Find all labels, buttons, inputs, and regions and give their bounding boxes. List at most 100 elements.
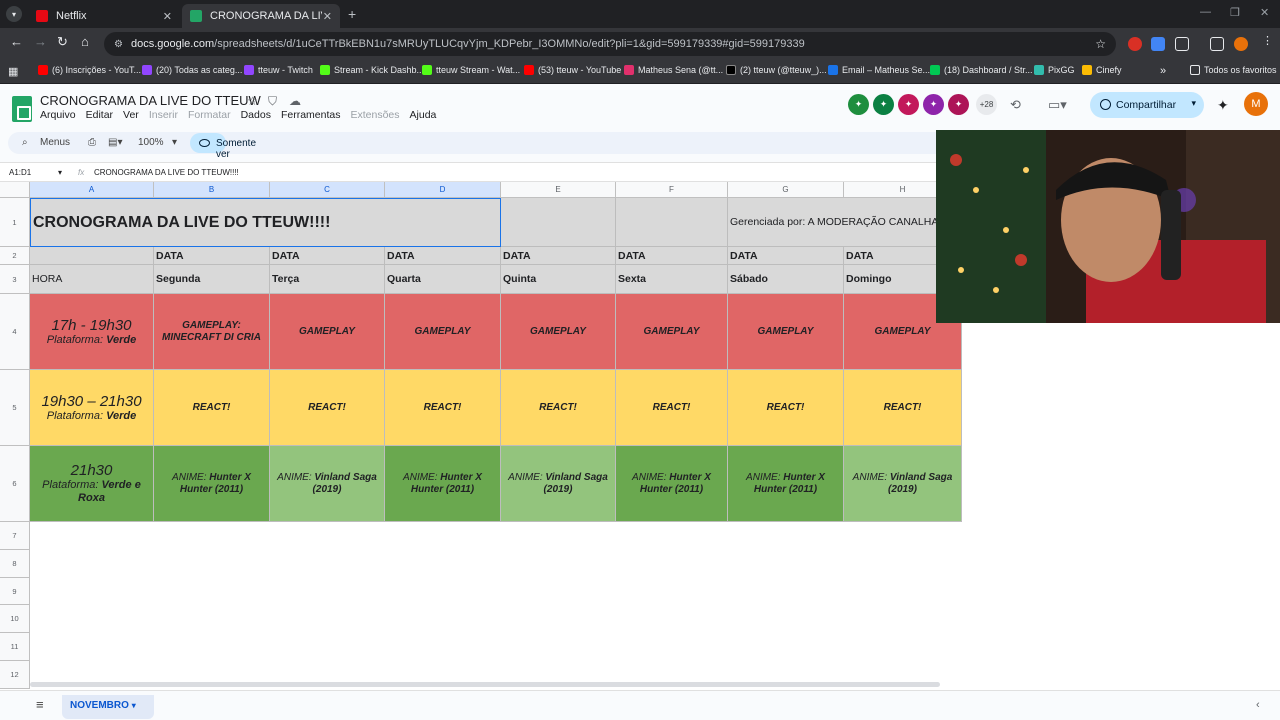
zoom-select[interactable]: 100% — [138, 137, 164, 148]
schedule-cell[interactable]: GAMEPLAY: MINECRAFT DI CRIA — [154, 294, 270, 370]
bookmark-item[interactable]: Email – Matheus Se... — [828, 65, 930, 75]
document-title[interactable]: CRONOGRAMA DA LIVE DO TTEUW — [40, 93, 261, 108]
new-tab-button[interactable]: + — [348, 6, 357, 22]
bookmark-item[interactable]: (53) tteuw - YouTube — [524, 65, 621, 75]
paint-format-icon[interactable]: ▤▾ — [108, 137, 123, 148]
row-header[interactable]: 3 — [0, 265, 30, 294]
sheets-logo-icon[interactable] — [12, 96, 32, 122]
chevron-down-icon[interactable]: ▾ — [172, 137, 178, 148]
close-window-icon[interactable]: ✕ — [1260, 7, 1270, 19]
schedule-cell[interactable]: ANIME: Hunter X Hunter (2011) — [728, 446, 844, 522]
row-header[interactable]: 8 — [0, 550, 30, 578]
media-controls-icon[interactable] — [1210, 37, 1224, 51]
column-header[interactable]: C — [270, 182, 385, 198]
row-header[interactable]: 5 — [0, 370, 30, 446]
select-all-corner[interactable] — [0, 182, 30, 198]
tab-search-chevron-icon[interactable]: ▾ — [6, 6, 22, 22]
browser-tab-netflix[interactable]: Netflix ✕ — [28, 4, 180, 28]
horizontal-scrollbar[interactable] — [30, 682, 940, 687]
row-header[interactable]: 10 — [0, 605, 30, 633]
share-button[interactable]: Compartilhar ▾ — [1090, 92, 1204, 118]
bookmark-item[interactable]: Cinefy — [1082, 65, 1122, 75]
day-cell[interactable]: Terça — [270, 265, 385, 294]
bookmark-item[interactable]: (18) Dashboard / Str... — [930, 65, 1033, 75]
date-label-cell[interactable]: DATA — [501, 247, 616, 265]
reload-icon[interactable]: ↻ — [57, 34, 68, 49]
time-slot-cell[interactable]: 19h30 – 21h30 Plataforma: Verde — [30, 370, 154, 446]
managed-by-cell[interactable]: Gerenciada por: A MODERAÇÃO CANALHA — [728, 198, 962, 247]
day-cell[interactable]: Sexta — [616, 265, 728, 294]
browser-tab-sheets[interactable]: CRONOGRAMA DA LIVE DO TTEUW ✕ — [182, 4, 340, 28]
bookmark-item[interactable]: tteuw Stream - Wat... — [422, 65, 520, 75]
print-icon[interactable]: ⎙ — [88, 137, 96, 148]
menu-formatar[interactable]: Formatar — [188, 109, 231, 121]
hour-label-cell[interactable]: HORA — [30, 265, 154, 294]
schedule-cell[interactable]: GAMEPLAY — [616, 294, 728, 370]
schedule-cell[interactable]: GAMEPLAY — [385, 294, 501, 370]
gemini-sparkle-icon[interactable]: ✦ — [1217, 97, 1229, 113]
user-avatar[interactable]: M — [1244, 92, 1268, 116]
search-menus-input[interactable]: Menus — [40, 137, 71, 148]
schedule-cell[interactable]: REACT! — [728, 370, 844, 446]
meet-camera-icon[interactable]: ▭▾ — [1048, 97, 1067, 112]
search-icon[interactable]: ⌕ — [22, 137, 28, 148]
bookmark-item[interactable]: (2) tteuw (@tteuw_)... — [726, 65, 827, 75]
schedule-cell[interactable]: REACT! — [154, 370, 270, 446]
bookmarks-overflow-button[interactable]: » — [1160, 65, 1167, 77]
version-history-icon[interactable]: ⟲ — [1010, 97, 1021, 112]
schedule-cell[interactable]: ANIME: Vinland Saga (2019) — [270, 446, 385, 522]
schedule-cell[interactable]: ANIME: Hunter X Hunter (2011) — [385, 446, 501, 522]
chevron-down-icon[interactable]: ▾ — [58, 168, 63, 177]
column-header[interactable]: F — [616, 182, 728, 198]
cell[interactable] — [616, 198, 728, 247]
day-cell[interactable]: Segunda — [154, 265, 270, 294]
anonymous-animal-avatar[interactable]: ✦ — [848, 94, 869, 115]
bookmark-item[interactable]: Matheus Sena (@tt... — [624, 65, 723, 75]
menu-arquivo[interactable]: Arquivo — [40, 109, 76, 121]
row-header[interactable]: 12 — [0, 661, 30, 689]
column-header[interactable]: B — [154, 182, 270, 198]
row-header[interactable]: 2 — [0, 247, 30, 265]
schedule-cell[interactable]: GAMEPLAY — [501, 294, 616, 370]
site-info-icon[interactable]: ⚙ — [114, 38, 123, 50]
spreadsheet-grid[interactable]: A B C D E F G H 1 2 3 4 5 6 7 8 9 10 11 … — [0, 182, 1280, 690]
close-tab-icon[interactable]: ✕ — [322, 10, 332, 23]
formula-input[interactable]: CRONOGRAMA DA LIVE DO TTEUW!!!! — [94, 168, 239, 177]
minimize-icon[interactable]: — — [1200, 6, 1211, 18]
schedule-cell[interactable]: GAMEPLAY — [270, 294, 385, 370]
extension-blue-icon[interactable] — [1151, 37, 1165, 51]
schedule-cell[interactable]: ANIME: Vinland Saga (2019) — [501, 446, 616, 522]
menu-ajuda[interactable]: Ajuda — [409, 109, 437, 121]
chevron-down-icon[interactable]: ▾ — [131, 701, 136, 710]
cell[interactable] — [501, 198, 616, 247]
chrome-menu-icon[interactable]: ⋮ — [1262, 35, 1273, 47]
day-cell[interactable]: Sábado — [728, 265, 844, 294]
time-slot-cell[interactable]: 21h30 Plataforma: Verde e Roxa — [30, 446, 154, 522]
column-header[interactable]: A — [30, 182, 154, 198]
address-bar[interactable]: ⚙ docs.google.com/spreadsheets/d/1uCeTTr… — [104, 32, 1116, 56]
row-header[interactable]: 4 — [0, 294, 30, 370]
schedule-cell[interactable]: REACT! — [270, 370, 385, 446]
schedule-cell[interactable]: REACT! — [385, 370, 501, 446]
anonymous-animal-avatar[interactable]: ✦ — [898, 94, 919, 115]
view-only-button[interactable]: Somente ver — [190, 133, 256, 160]
star-icon[interactable]: ☆ — [247, 94, 258, 108]
close-tab-icon[interactable]: ✕ — [162, 10, 172, 23]
extensions-puzzle-icon[interactable] — [1175, 37, 1189, 51]
schedule-cell[interactable]: ANIME: Vinland Saga (2019) — [844, 446, 962, 522]
day-cell[interactable]: Quinta — [501, 265, 616, 294]
forward-arrow-icon[interactable]: → — [34, 34, 47, 49]
more-collaborators-badge[interactable]: +28 — [976, 94, 997, 115]
date-label-cell[interactable]: DATA — [385, 247, 501, 265]
name-box[interactable]: A1:D1 — [9, 168, 32, 177]
date-label-cell[interactable]: DATA — [616, 247, 728, 265]
schedule-cell[interactable]: GAMEPLAY — [728, 294, 844, 370]
menu-editar[interactable]: Editar — [85, 109, 114, 121]
row-header[interactable]: 7 — [0, 522, 30, 550]
maximize-icon[interactable]: ❐ — [1230, 7, 1240, 19]
menu-dados[interactable]: Dados — [240, 109, 271, 121]
sheet-title-cell[interactable]: CRONOGRAMA DA LIVE DO TTEUW!!!! — [30, 198, 501, 247]
column-header[interactable]: G — [728, 182, 844, 198]
menu-inserir[interactable]: Inserir — [148, 109, 178, 121]
chevron-down-icon[interactable]: ▾ — [1191, 98, 1196, 108]
